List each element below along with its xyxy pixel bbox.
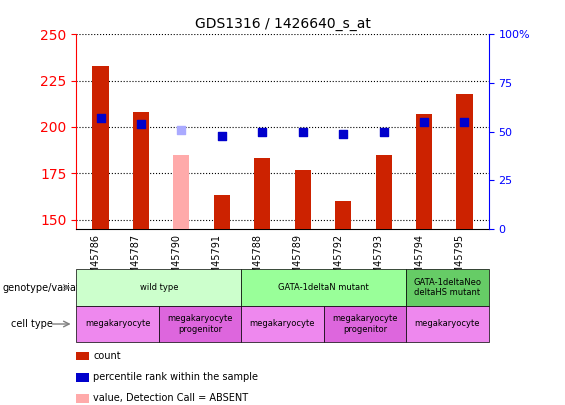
Text: megakaryocyte
progenitor: megakaryocyte progenitor <box>332 314 398 334</box>
Text: percentile rank within the sample: percentile rank within the sample <box>93 372 258 382</box>
Text: GATA-1deltaN mutant: GATA-1deltaN mutant <box>279 283 369 292</box>
Bar <box>376 155 392 229</box>
Point <box>460 119 469 125</box>
Text: megakaryocyte: megakaryocyte <box>250 320 315 328</box>
Title: GDS1316 / 1426640_s_at: GDS1316 / 1426640_s_at <box>194 17 371 31</box>
Text: genotype/variation: genotype/variation <box>3 283 95 292</box>
Point <box>218 132 227 139</box>
Text: cell type: cell type <box>11 319 53 329</box>
Point <box>96 115 105 121</box>
Text: value, Detection Call = ABSENT: value, Detection Call = ABSENT <box>93 393 249 403</box>
Bar <box>214 196 230 229</box>
Text: megakaryocyte: megakaryocyte <box>85 320 150 328</box>
Bar <box>335 201 351 229</box>
Text: count: count <box>93 351 121 361</box>
Point <box>298 128 307 135</box>
Bar <box>416 114 432 229</box>
Bar <box>173 155 189 229</box>
Point <box>177 126 186 133</box>
Text: megakaryocyte
progenitor: megakaryocyte progenitor <box>167 314 233 334</box>
Text: wild type: wild type <box>140 283 178 292</box>
Bar <box>133 112 149 229</box>
Point <box>338 130 347 137</box>
Bar <box>254 158 271 229</box>
Text: GATA-1deltaNeo
deltaHS mutant: GATA-1deltaNeo deltaHS mutant <box>414 278 481 297</box>
Bar <box>457 94 472 229</box>
Bar <box>93 66 108 229</box>
Point <box>419 119 428 125</box>
Point <box>379 128 388 135</box>
Point <box>137 121 146 127</box>
Bar <box>294 170 311 229</box>
Text: megakaryocyte: megakaryocyte <box>415 320 480 328</box>
Point <box>258 128 267 135</box>
